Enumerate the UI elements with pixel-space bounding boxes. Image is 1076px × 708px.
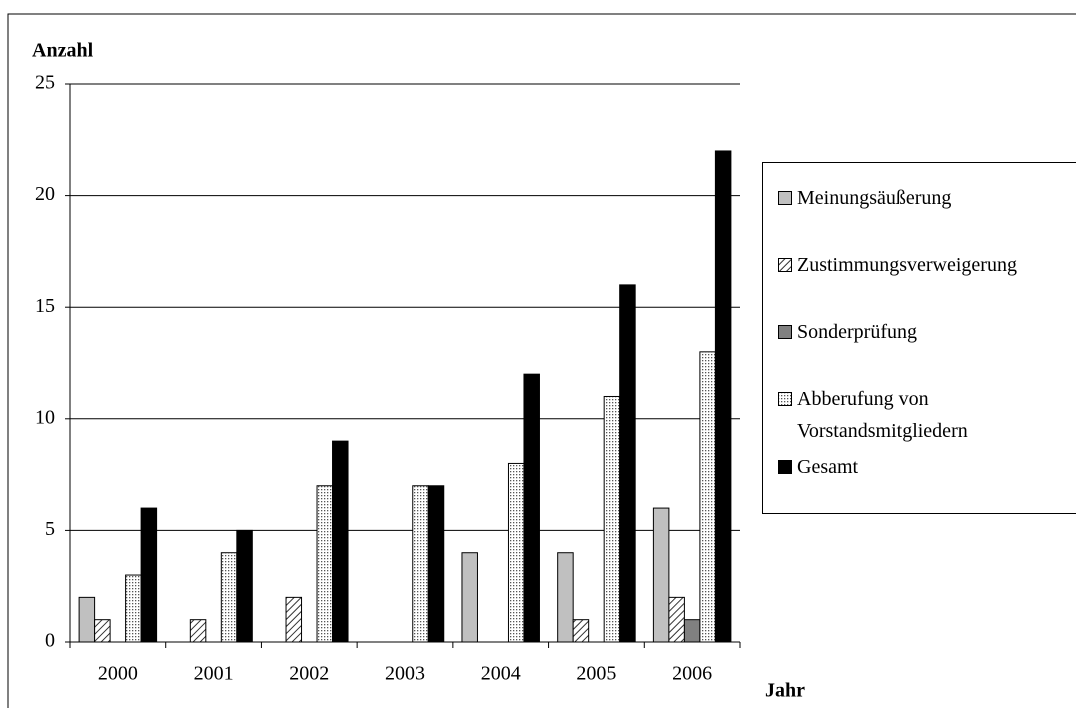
x-tick-label: 2003: [385, 663, 425, 685]
x-tick-label: 2006: [672, 663, 712, 685]
y-tick-label: 20: [35, 183, 55, 205]
y-tick-label: 10: [35, 406, 55, 428]
legend-label: Zustimmungsverweigerung: [797, 254, 1017, 276]
bar: [332, 440, 349, 643]
legend-swatch-box: [778, 258, 792, 272]
legend-item: Gesamt: [778, 451, 1076, 483]
x-axis-title: Jahr: [765, 680, 805, 702]
frame: [7, 13, 1076, 708]
legend-swatch: [778, 191, 792, 205]
bar: [699, 351, 716, 643]
bar: [572, 619, 590, 643]
bar: [619, 284, 636, 643]
x-tick-label: 2004: [481, 663, 521, 685]
bar: [220, 552, 238, 643]
y-tick-label: 5: [45, 518, 55, 540]
bar: [603, 395, 621, 643]
legend-swatch: [778, 392, 792, 406]
bar: [412, 485, 429, 643]
legend: Meinungsäußerung Zustimmungsverweigerung S…: [762, 162, 1076, 514]
y-tick-label: 0: [45, 630, 55, 652]
legend-swatch-box: [778, 325, 792, 339]
y-tick-label: 15: [35, 295, 55, 317]
bar: [652, 507, 670, 643]
bar: [78, 596, 96, 643]
legend-label: Gesamt: [797, 456, 859, 478]
legend-swatch: [778, 325, 792, 339]
x-tick-label: 2005: [576, 663, 616, 685]
x-tick-label: 2000: [98, 663, 138, 685]
legend-swatch: [778, 258, 792, 272]
legend-swatch-box: [778, 191, 792, 205]
bar: [285, 596, 303, 643]
legend-item: Abberufung von Vorstandsmitgliedern: [778, 383, 1076, 447]
legend-swatch-box: [778, 460, 792, 474]
bar: [140, 507, 158, 643]
bar: [236, 529, 253, 643]
bar: [523, 373, 540, 643]
legend-label: Meinungsäußerung: [797, 187, 952, 209]
bar: [714, 150, 732, 643]
legend-swatch-box: [778, 392, 792, 406]
legend-swatch: [778, 460, 792, 474]
y-tick-label: 25: [35, 72, 55, 94]
x-tick-label: 2001: [194, 663, 234, 685]
bar: [668, 596, 685, 643]
bar: [316, 485, 334, 643]
bar: [94, 619, 111, 643]
bar: [189, 619, 207, 643]
bar: [461, 552, 478, 643]
bar: [683, 619, 701, 643]
bar: [557, 552, 574, 643]
legend-item: Zustimmungsverweigerung: [778, 249, 1076, 281]
legend-label: Abberufung von Vorstandsmitgliedern: [797, 388, 968, 442]
legend-label: Sonderprüfung: [797, 321, 917, 343]
bar: [125, 574, 142, 643]
x-tick-label: 2002: [289, 663, 329, 685]
y-axis-title: Anzahl: [32, 40, 94, 62]
legend-item: Meinungsäußerung: [778, 182, 1076, 214]
bar: [427, 485, 445, 643]
legend-item: Sonderprüfung: [778, 316, 1076, 348]
bar: [507, 462, 525, 643]
